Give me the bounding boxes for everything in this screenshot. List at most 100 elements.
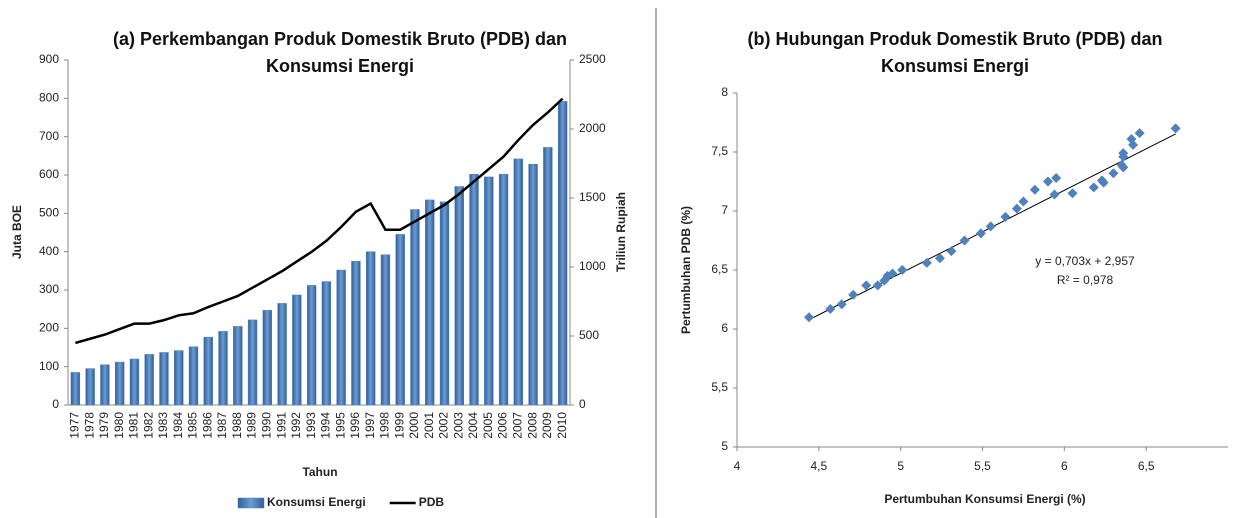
y-tick-label: 7,5 bbox=[711, 144, 728, 158]
y-axis-title: Pertumbuhan PDB (%) bbox=[679, 206, 693, 334]
x-tick-label: 2005 bbox=[481, 412, 495, 439]
x-tick-label: 2010 bbox=[555, 412, 569, 439]
bar bbox=[85, 368, 95, 406]
y-tick-label: 100 bbox=[39, 359, 59, 373]
point bbox=[1134, 128, 1145, 139]
annotation: R² = 0,978 bbox=[1057, 273, 1114, 287]
x-tick-label: 1992 bbox=[289, 412, 303, 439]
point bbox=[1000, 211, 1011, 222]
x-tick-label: 1988 bbox=[230, 412, 244, 439]
bar bbox=[188, 346, 199, 406]
point bbox=[848, 289, 859, 300]
y-tick-label: 600 bbox=[39, 167, 59, 181]
point bbox=[921, 257, 932, 268]
y2-tick-label: 1500 bbox=[579, 190, 606, 204]
point bbox=[934, 253, 945, 264]
x-tick-label: 1997 bbox=[363, 412, 377, 439]
point bbox=[959, 235, 970, 246]
point bbox=[872, 280, 883, 291]
bar bbox=[144, 354, 154, 406]
point bbox=[825, 303, 836, 314]
bar bbox=[262, 310, 273, 406]
bar bbox=[557, 101, 568, 406]
point bbox=[1118, 148, 1129, 159]
x-tick-label: 2000 bbox=[407, 412, 421, 439]
legend-swatch bbox=[237, 497, 265, 509]
bar bbox=[351, 261, 361, 406]
x-tick-label: 1980 bbox=[112, 412, 126, 439]
point bbox=[804, 312, 815, 323]
bar bbox=[336, 269, 346, 406]
x-tick-label: 1990 bbox=[259, 412, 273, 439]
point bbox=[1108, 168, 1119, 179]
bar bbox=[277, 303, 287, 406]
x-tick-label: 1993 bbox=[304, 412, 318, 439]
legend-label: PDB bbox=[419, 495, 445, 509]
bar bbox=[321, 281, 332, 406]
x-tick-label: 1984 bbox=[171, 412, 185, 439]
y-tick-label: 400 bbox=[39, 244, 59, 258]
x-tick-label: 6,5 bbox=[1138, 459, 1155, 473]
x-tick-label: 5 bbox=[897, 459, 904, 473]
x-tick-label: 2001 bbox=[422, 412, 436, 439]
bar bbox=[159, 352, 169, 406]
bar bbox=[513, 158, 524, 406]
y-tick-label: 500 bbox=[39, 206, 59, 220]
x-tick-label: 1999 bbox=[392, 412, 406, 439]
y2-tick-label: 2500 bbox=[579, 52, 606, 66]
x-tick-label: 2008 bbox=[525, 412, 539, 439]
x-tick-label: 1977 bbox=[68, 412, 82, 439]
x-tick-label: 2002 bbox=[437, 412, 451, 439]
line bbox=[75, 97, 564, 345]
y-tick-label: 8 bbox=[721, 85, 728, 99]
x-tick-label: 4,5 bbox=[810, 459, 827, 473]
point bbox=[861, 280, 872, 291]
bar bbox=[100, 364, 110, 406]
bar bbox=[174, 350, 184, 406]
y2-tick-label: 2000 bbox=[579, 121, 606, 135]
bar bbox=[410, 209, 420, 406]
y-tick-label: 6 bbox=[721, 321, 728, 335]
point bbox=[1029, 184, 1040, 195]
point bbox=[1088, 182, 1099, 193]
legend-label: Konsumsi Energi bbox=[267, 495, 366, 509]
bar bbox=[469, 173, 479, 406]
bar bbox=[218, 331, 228, 406]
y-tick-label: 5,5 bbox=[711, 380, 728, 394]
x-tick-label: 4 bbox=[734, 459, 741, 473]
x-tick-label: 1979 bbox=[97, 412, 111, 439]
y-tick-label: 5 bbox=[721, 439, 728, 453]
y-tick-label: 800 bbox=[39, 91, 59, 105]
x-tick-label: 1998 bbox=[378, 412, 392, 439]
bar bbox=[292, 294, 302, 406]
y-tick-label: 900 bbox=[39, 52, 59, 66]
point bbox=[946, 246, 957, 257]
y2-tick-label: 500 bbox=[579, 328, 599, 342]
annotation: y = 0,703x + 2,957 bbox=[1035, 254, 1135, 268]
bar bbox=[114, 361, 125, 406]
chart-title: (a) Perkembangan Produk Domestik Bruto (… bbox=[112, 29, 568, 76]
bar bbox=[129, 358, 140, 406]
y-tick-label: 7 bbox=[721, 203, 728, 217]
bar bbox=[425, 199, 435, 406]
x-axis-title: Pertumbuhan Konsumsi Energi (%) bbox=[884, 492, 1085, 506]
point bbox=[836, 299, 847, 310]
point bbox=[1011, 203, 1022, 214]
x-tick-label: 5,5 bbox=[974, 459, 991, 473]
point bbox=[985, 221, 996, 232]
point bbox=[1042, 176, 1053, 187]
point bbox=[1128, 139, 1139, 150]
bar bbox=[528, 164, 538, 406]
x-tick-label: 1986 bbox=[200, 412, 214, 439]
x-tick-label: 1978 bbox=[82, 412, 96, 439]
bar bbox=[233, 326, 243, 406]
point bbox=[887, 268, 898, 279]
y-tick-label: 300 bbox=[39, 282, 59, 296]
y2-axis-title: Triliun Rupiah bbox=[614, 192, 628, 272]
x-tick-label: 2007 bbox=[510, 412, 524, 439]
point bbox=[1067, 188, 1078, 199]
y2-tick-label: 0 bbox=[579, 397, 586, 411]
point bbox=[1170, 123, 1181, 134]
x-tick-label: 1982 bbox=[141, 412, 155, 439]
